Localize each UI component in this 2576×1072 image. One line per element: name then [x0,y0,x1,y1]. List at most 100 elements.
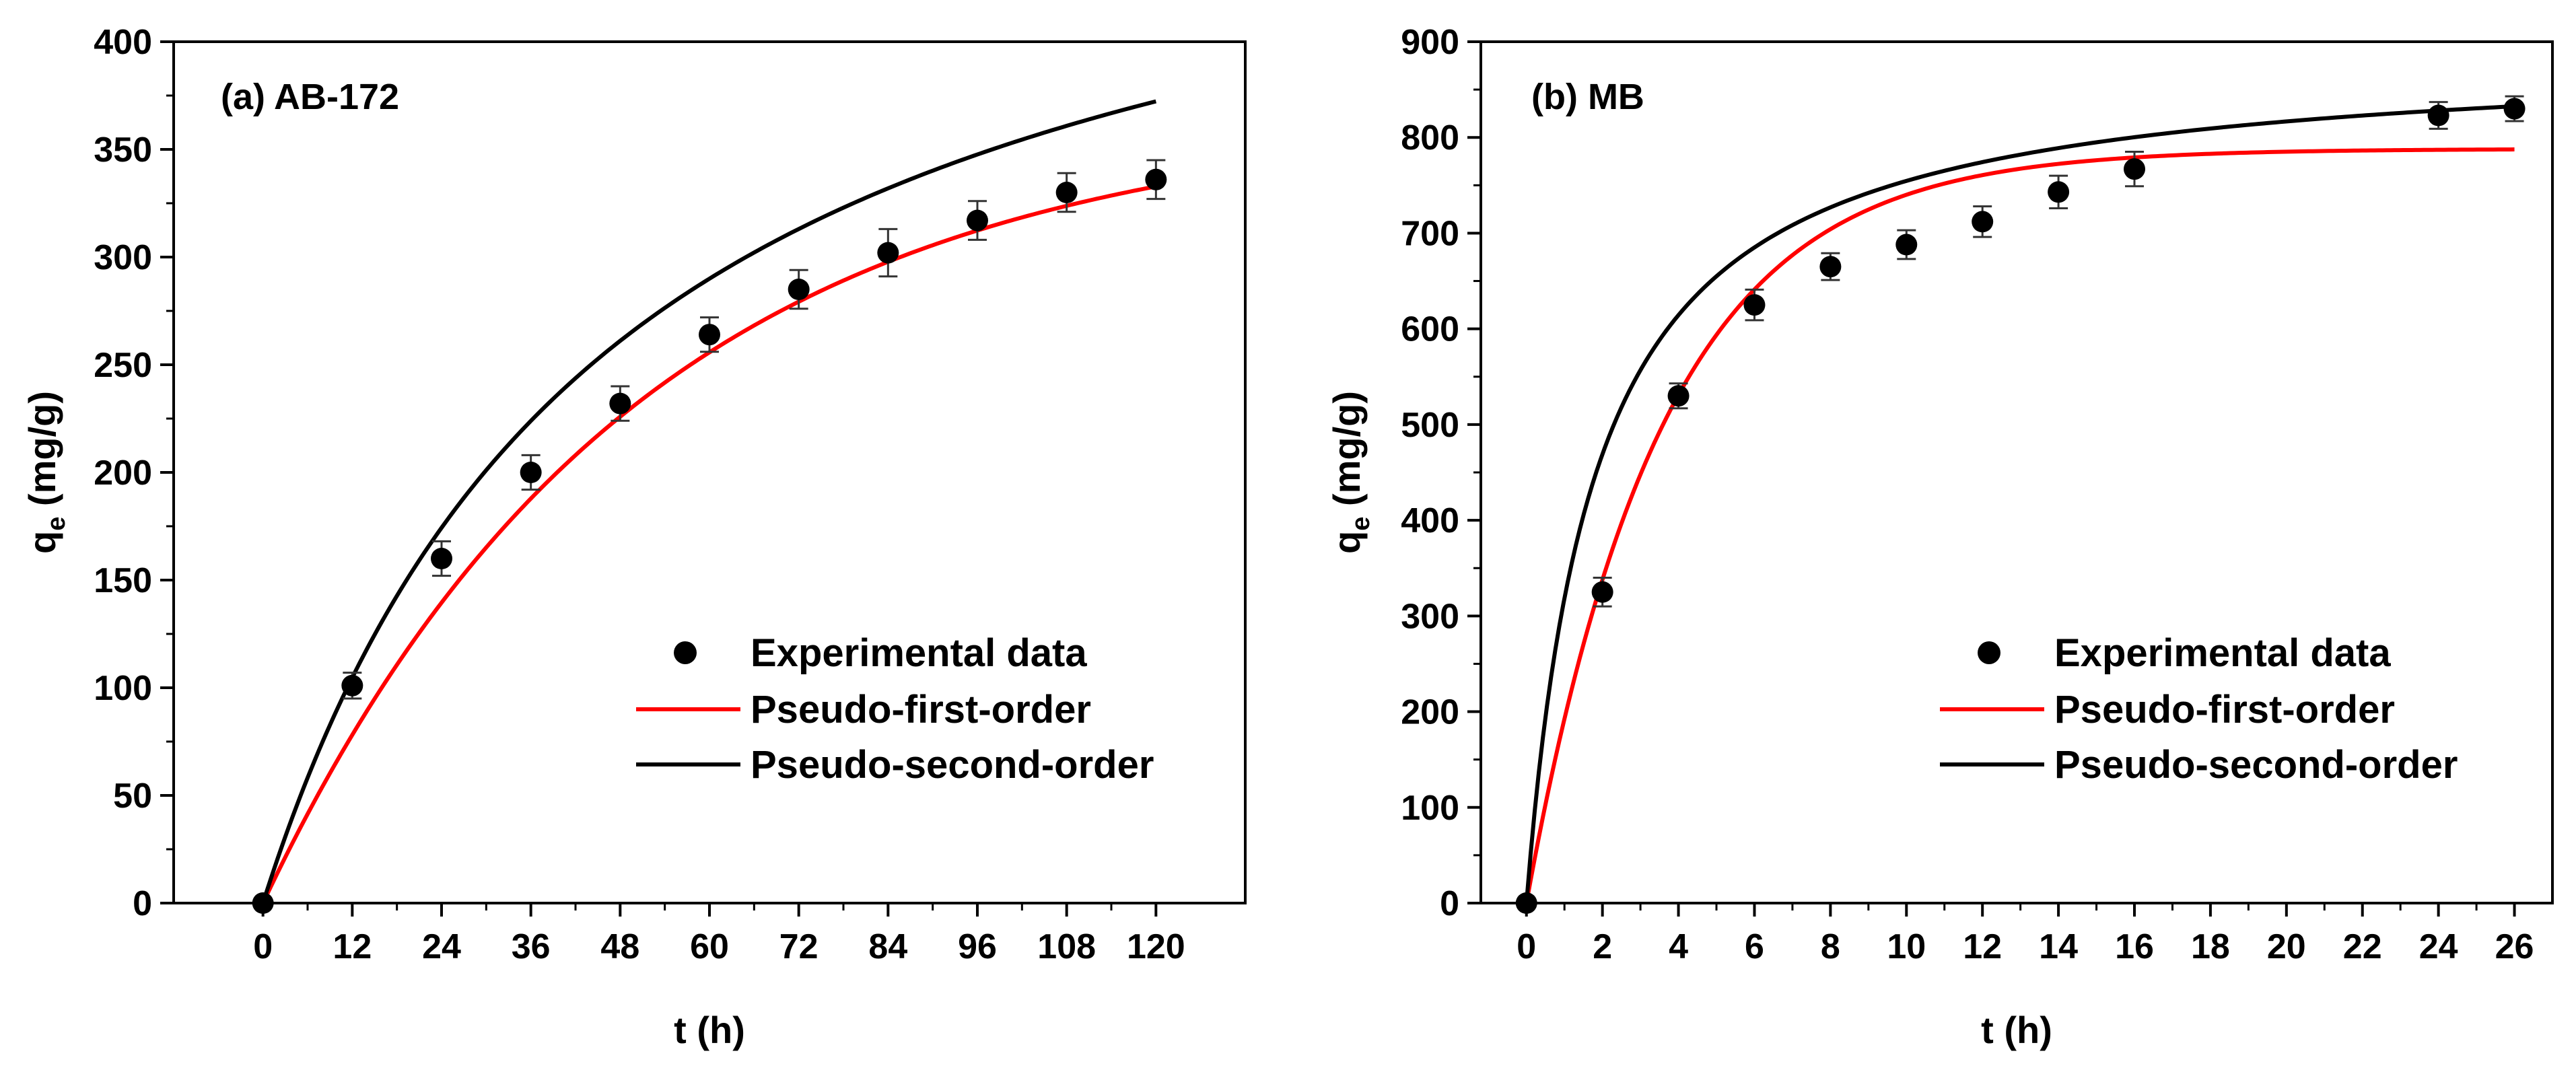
data-point-a-0 [252,892,274,914]
y-tick-label-a-6: 300 [94,238,152,277]
data-point-b-7 [2048,181,2070,203]
y-axis-title-a-unit: (mg/g) [21,391,63,506]
x-tick-label-a-5: 60 [690,927,729,966]
y-tick-label-b-8: 800 [1401,118,1459,157]
panel-b: 0 2 4 6 8 10 12 14 16 18 20 22 24 2601002003004005006… [1325,23,2554,1051]
panel-a: 0 12 24 36 48 60 72 84 96 108 120 0 50 100 150 200 250 30… [21,23,1247,1051]
x-tick-label-b-0: 0 [1517,927,1536,966]
pseudo-second-order-curve-a [260,99,1157,904]
pseudo-first-order-curve-b [1524,147,2515,904]
pseudo-second-order-curve-b [1524,104,2515,904]
y-axis-title-b: qe (mg/g) [1325,391,1375,554]
y-tick-label-b-9: 900 [1401,23,1459,62]
y-axis-title-b-unit: (mg/g) [1325,391,1368,506]
data-point-b-6 [1972,211,1994,233]
x-tick-label-a-9: 108 [1037,927,1096,966]
x-tick-label-b-1: 2 [1593,927,1612,966]
x-tick-label-a-7: 84 [868,927,907,966]
data-point-b-10 [2503,98,2526,120]
y-tick-label-a-4: 200 [94,454,152,493]
y-tick-label-a-8: 400 [94,23,152,62]
svg-text:qe (mg/g): qe (mg/g) [1325,391,1375,554]
data-point-a-2 [431,548,452,569]
x-tick-label-b-5: 10 [1887,927,1926,966]
fit-curves-b [1524,104,2515,904]
x-tick-label-b-10: 20 [2267,927,2306,966]
legend-marker-experimental-a [674,641,697,664]
legend-label-pfo-b: Pseudo-first-order [2054,688,2395,731]
y-axis-title-a-main: q [21,531,63,554]
data-point-b-5 [1895,234,1918,256]
legend-label-pso-a: Pseudo-second-order [751,743,1154,787]
x-tick-label-a-3: 36 [512,927,551,966]
y-axis-title-b-main: q [1325,531,1368,554]
legend-label-pfo-a: Pseudo-first-order [751,688,1091,731]
x-tick-label-a-2: 24 [422,927,461,966]
x-tick-label-b-12: 24 [2419,927,2458,966]
data-point-a-3 [520,462,542,483]
legend-a: Experimental data Pseudo-first-order Pse… [636,631,1154,787]
data-point-a-5 [699,324,720,346]
x-tick-label-b-3: 6 [1745,927,1764,966]
x-tick-label-b-4: 8 [1821,927,1840,966]
x-tick-label-b-8: 16 [2115,927,2154,966]
ticks-b: 0 2 4 6 8 10 12 14 16 18 20 22 24 2601002003004005006… [1401,23,2534,966]
data-point-a-6 [788,279,810,300]
svg-text:qe (mg/g): qe (mg/g) [21,391,71,554]
y-tick-label-a-7: 350 [94,131,152,170]
legend-b: Experimental data Pseudo-first-order Pse… [1940,631,2458,787]
x-tick-label-b-7: 14 [2039,927,2078,966]
ticks-a: 0 12 24 36 48 60 72 84 96 108 120 0 50 100 150 200 250 30… [94,23,1185,966]
x-tick-label-b-6: 12 [1963,927,2002,966]
y-tick-label-b-3: 300 [1401,597,1459,636]
data-point-b-3 [1743,294,1766,316]
x-axis-title-a: t (h) [674,1009,745,1051]
y-tick-label-a-1: 50 [113,777,152,816]
data-points-b [1515,95,2526,914]
panel-b-title: (b) MB [1531,77,1644,117]
x-tick-label-a-1: 12 [333,927,372,966]
y-tick-label-a-0: 0 [133,884,152,923]
data-point-b-9 [2427,104,2449,127]
x-tick-label-a-6: 72 [779,927,819,966]
x-tick-label-b-9: 18 [2191,927,2230,966]
data-point-a-4 [609,392,631,415]
x-tick-label-b-11: 22 [2343,927,2382,966]
y-tick-label-b-6: 600 [1401,310,1459,349]
data-point-b-2 [1667,385,1690,407]
y-axis-title-a-sub: e [42,517,71,531]
y-tick-label-b-1: 100 [1401,789,1459,828]
y-tick-label-b-4: 400 [1401,501,1459,540]
data-point-b-8 [2124,158,2146,180]
legend-label-pso-b: Pseudo-second-order [2054,743,2458,787]
data-point-b-0 [1515,892,1537,914]
y-tick-label-a-5: 250 [94,346,152,385]
y-tick-label-a-3: 150 [94,561,152,600]
x-tick-label-b-13: 26 [2495,927,2534,966]
x-tick-label-b-2: 4 [1669,927,1688,966]
y-axis-title-a: qe (mg/g) [21,391,71,554]
legend-label-experimental-b: Experimental data [2054,631,2391,675]
data-point-a-8 [967,209,988,231]
x-axis-title-b: t (h) [1981,1009,2052,1051]
y-axis-title-b-sub: e [1347,517,1375,531]
legend-label-experimental-a: Experimental data [751,631,1087,675]
x-tick-label-a-8: 96 [958,927,997,966]
data-point-a-7 [877,242,899,264]
data-point-a-9 [1055,182,1078,203]
x-tick-label-a-10: 120 [1127,927,1185,966]
data-point-a-1 [341,674,363,696]
x-tick-label-a-4: 48 [600,927,639,966]
x-tick-label-a-0: 0 [253,927,273,966]
y-tick-label-b-5: 500 [1401,406,1459,445]
data-point-b-4 [1819,256,1842,278]
data-points-a [252,159,1167,914]
y-tick-label-a-2: 100 [94,669,152,708]
legend-marker-experimental-b [1978,641,2000,664]
panel-a-title: (a) AB-172 [221,77,399,117]
pseudo-first-order-curve-a [260,184,1156,904]
y-tick-label-b-0: 0 [1440,884,1459,923]
data-point-b-1 [1591,581,1613,603]
y-tick-label-b-7: 700 [1401,214,1459,253]
